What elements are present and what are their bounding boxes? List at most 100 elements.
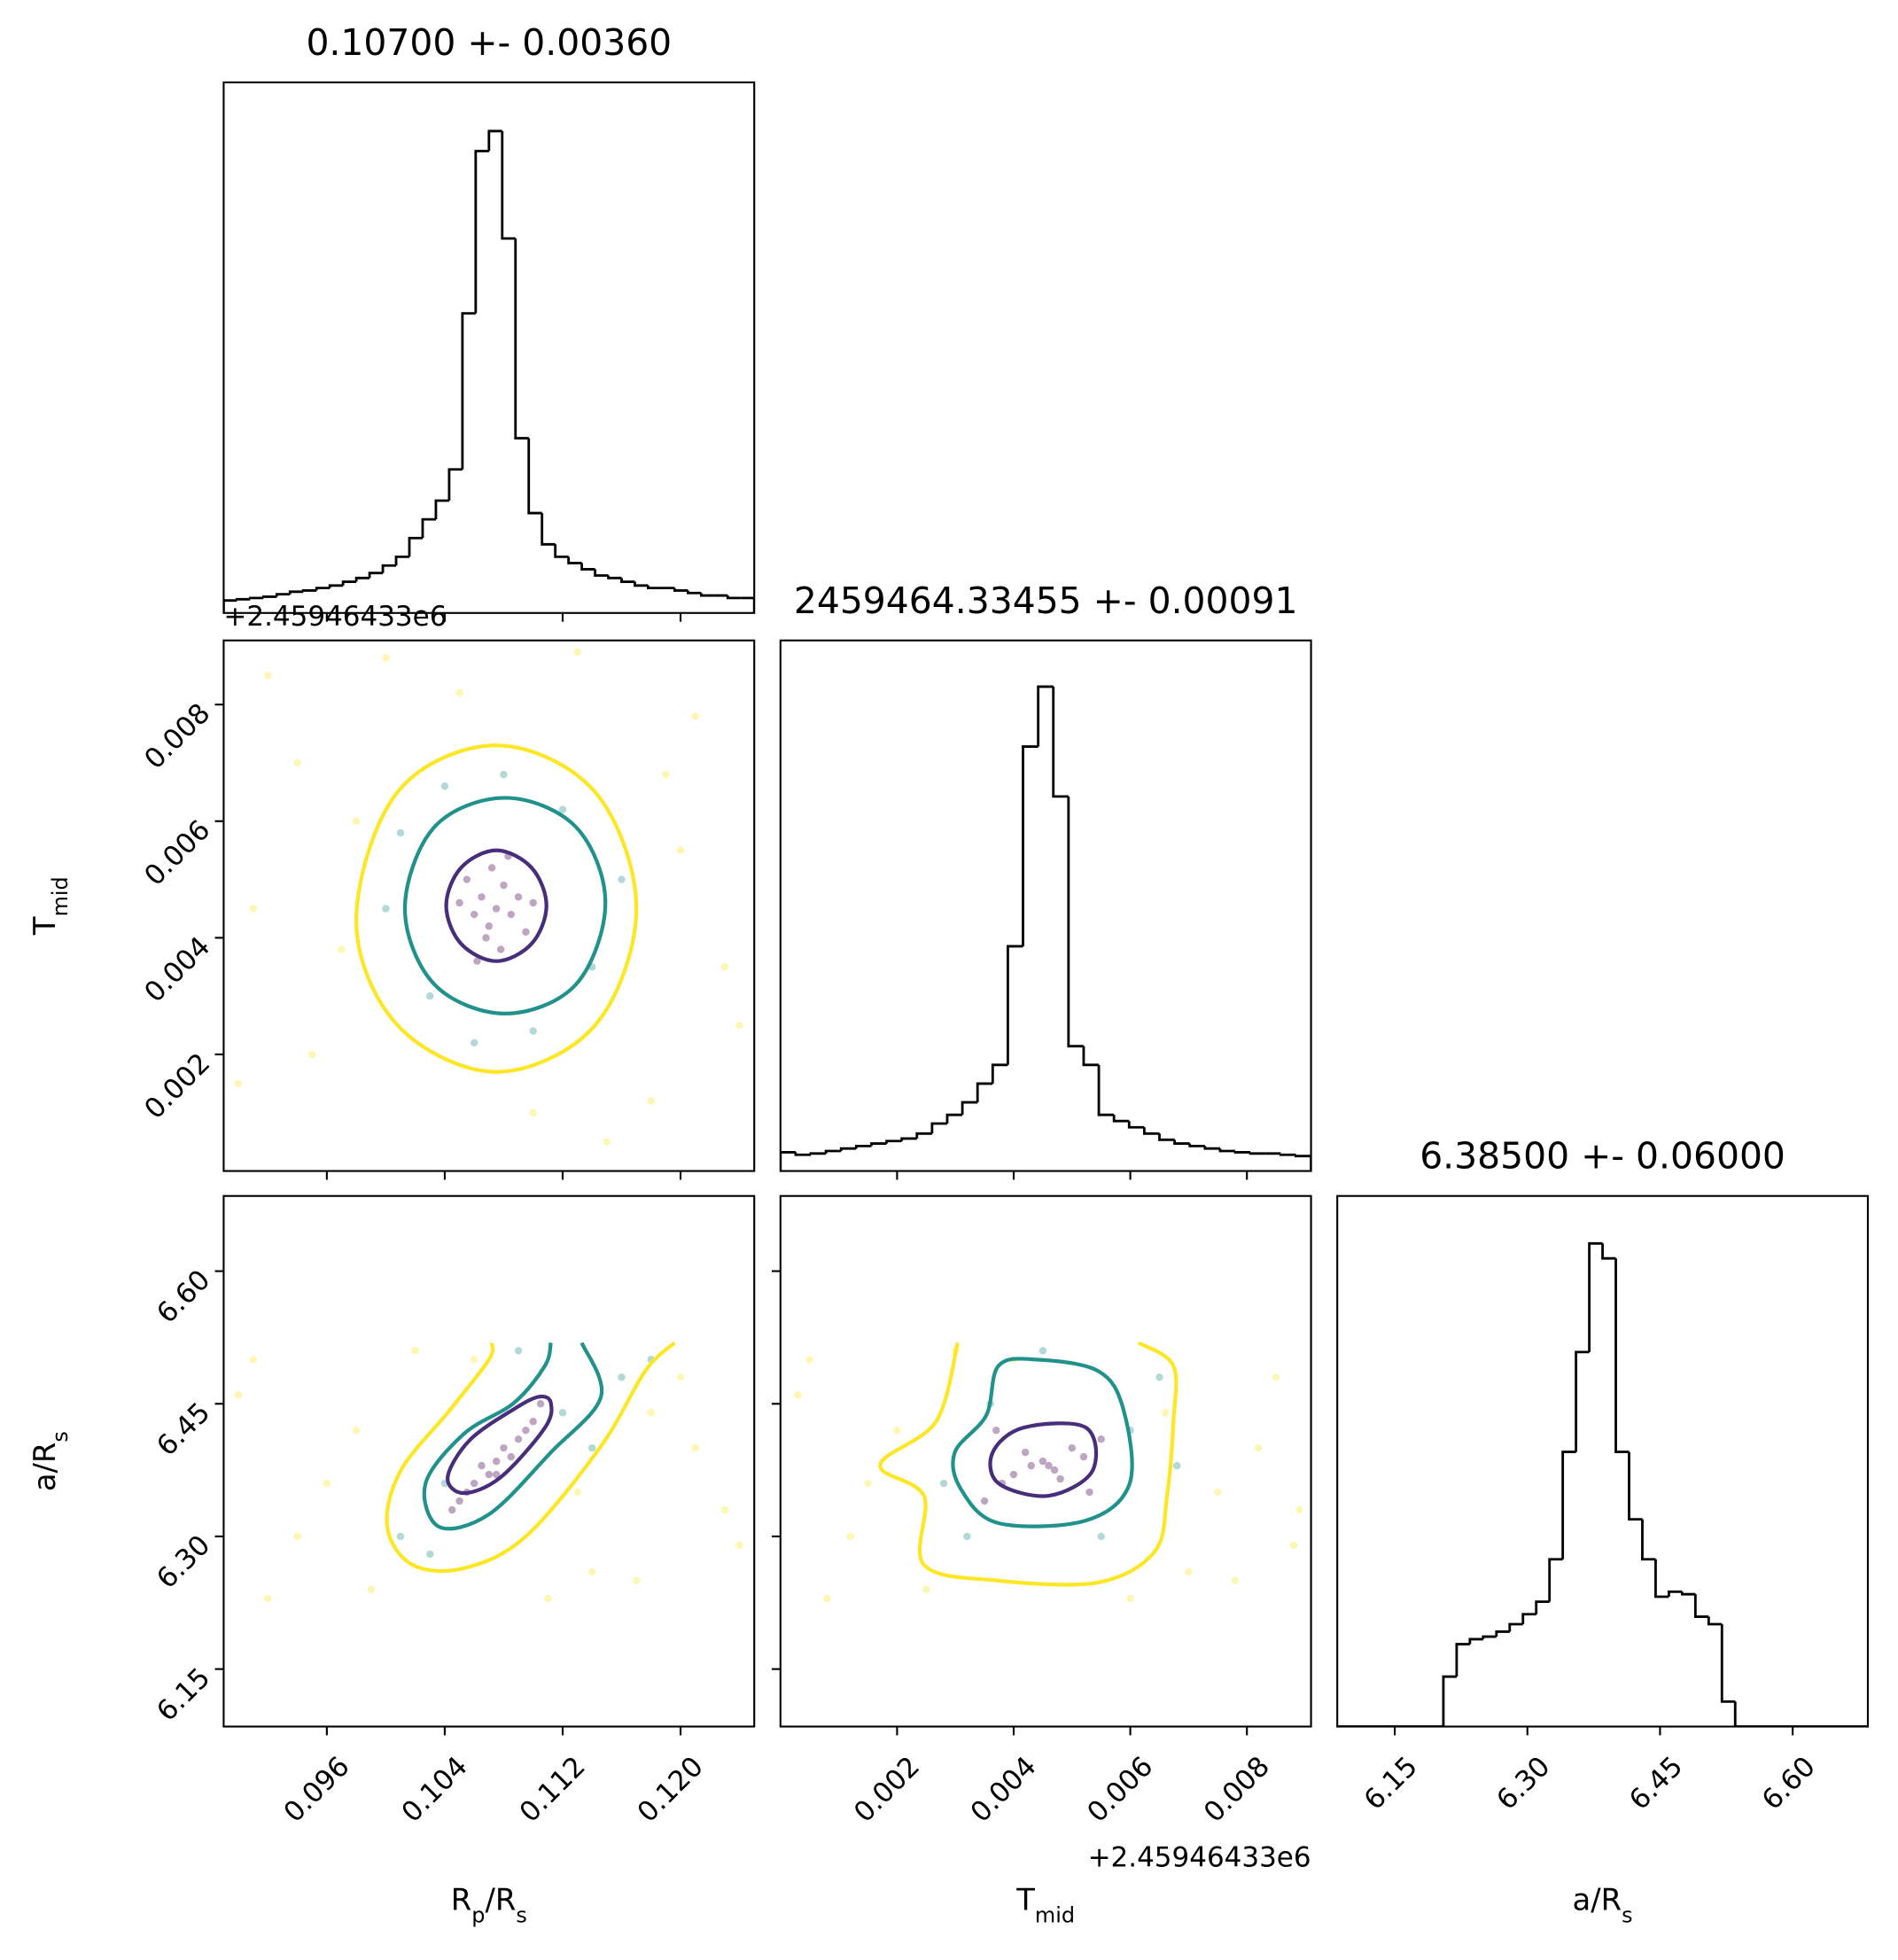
- axes-frame: [1336, 1194, 1870, 1728]
- scatter-point: [1231, 1576, 1240, 1585]
- histogram-bin: [447, 468, 463, 501]
- scatter-point: [618, 875, 626, 883]
- x-tick-label: 0.006: [1081, 1751, 1159, 1829]
- histogram-bin: [1601, 1243, 1616, 1260]
- scatter-point: [735, 1541, 743, 1550]
- y-tick-label: 6.45: [151, 1396, 216, 1462]
- histogram-bin: [1561, 1451, 1576, 1559]
- panel: 0.096 0.104 0.112 0.120 6.15 6.30 6.45 6.60: [151, 1194, 756, 1829]
- scatter-point: [1038, 1457, 1047, 1466]
- scatter-point: [396, 1532, 405, 1541]
- histogram-bin: [1707, 1616, 1723, 1626]
- histogram-bin: [1203, 1146, 1220, 1150]
- scatter-point: [846, 1532, 854, 1541]
- scatter-point: [522, 1426, 530, 1435]
- scatter-point: [603, 1138, 611, 1146]
- scatter-point: [980, 1497, 989, 1505]
- axis-label: Tmid: [1015, 1883, 1075, 1928]
- scatter-point: [492, 1470, 501, 1479]
- histogram-bin: [824, 1149, 842, 1154]
- label-part: a/R: [27, 1443, 62, 1492]
- scatter-point: [470, 1479, 478, 1488]
- scatter-point: [500, 1443, 508, 1452]
- scatter-point: [514, 1347, 523, 1355]
- scatter-point: [676, 846, 685, 854]
- contour: [951, 1357, 1134, 1528]
- scatter-point: [455, 898, 463, 907]
- scatter-point: [234, 1079, 243, 1088]
- label-part: s: [1622, 1903, 1632, 1928]
- scatter-point: [529, 898, 537, 907]
- label-part: s: [48, 1431, 73, 1442]
- axes-frame: [779, 1194, 1312, 1728]
- histogram-bin: [930, 1122, 947, 1134]
- scatter-point: [939, 1479, 948, 1488]
- contour: [385, 1341, 676, 1574]
- scatter-point: [544, 1594, 552, 1603]
- scatter-point: [455, 1497, 463, 1505]
- scatter-point: [529, 1418, 537, 1426]
- histogram-bin: [554, 544, 569, 558]
- panel: 6.15 6.30 6.45 6.60: [1336, 1194, 1870, 1816]
- histogram-bin: [915, 1132, 932, 1139]
- x-tick-label: 0.104: [396, 1751, 474, 1829]
- scatter-point: [1173, 1461, 1181, 1470]
- scatter-point: [426, 992, 434, 1000]
- scatter-point: [500, 770, 508, 779]
- scatter-point: [1079, 1452, 1088, 1461]
- scatter-point: [1056, 1474, 1064, 1483]
- label-part: a/R: [1573, 1883, 1622, 1917]
- scatter-point: [1009, 1470, 1018, 1479]
- contour: [988, 1421, 1099, 1498]
- scatter-point: [352, 817, 361, 825]
- histogram-bin: [1052, 686, 1069, 798]
- histogram-bin: [1548, 1558, 1563, 1602]
- scatter-point: [536, 1400, 545, 1408]
- y-tick-label: 6.60: [151, 1264, 216, 1329]
- histogram-bin: [839, 1147, 857, 1152]
- scatter-point: [720, 1505, 729, 1514]
- scatter-point: [293, 1532, 301, 1541]
- histogram-bin: [1097, 1064, 1115, 1116]
- scatter-point: [647, 1409, 656, 1417]
- scatter-point: [249, 905, 257, 913]
- x-tick-label: 0.112: [514, 1751, 592, 1829]
- axes-frame: [222, 1194, 756, 1728]
- scatter-point: [1097, 1435, 1105, 1443]
- y-tick-label: 0.002: [138, 1047, 216, 1125]
- histogram-bin: [885, 1139, 902, 1144]
- scatter-point: [1038, 1347, 1047, 1355]
- histogram-bin: [794, 1152, 812, 1156]
- label-part: T: [27, 916, 62, 936]
- scatter-point: [529, 1027, 537, 1035]
- scatter-point: [1255, 1443, 1263, 1452]
- scatter-point: [558, 1409, 567, 1417]
- scatter-point: [1214, 1488, 1222, 1497]
- contour: [354, 743, 639, 1074]
- scatter-point: [823, 1594, 831, 1603]
- axes-frame: [779, 639, 1312, 1172]
- scatter-point: [805, 1356, 813, 1364]
- histogram-bin: [368, 572, 384, 579]
- scatter-point: [492, 1457, 501, 1466]
- scatter-point: [794, 1391, 802, 1399]
- histogram-bin: [1022, 745, 1038, 946]
- histogram-bin: [501, 130, 516, 240]
- histogram-bin: [275, 593, 291, 597]
- scatter-point: [588, 1567, 596, 1576]
- scatter-point: [473, 957, 481, 965]
- x-tick-label: 6.30: [1490, 1751, 1556, 1816]
- scatter-point: [492, 905, 501, 913]
- histogram-bin: [809, 1152, 827, 1155]
- histogram-bin: [328, 584, 344, 588]
- scatter-point: [963, 1532, 971, 1541]
- histogram-bin: [1127, 1121, 1145, 1129]
- scatter-point: [522, 928, 530, 937]
- label-part: T: [1015, 1883, 1035, 1917]
- histogram-bin: [580, 563, 595, 571]
- scatter-point: [992, 1426, 1000, 1435]
- scatter-point: [470, 1038, 478, 1047]
- scatter-point: [496, 945, 505, 953]
- scatter-point: [323, 1479, 331, 1488]
- panel: 0.002 0.004 0.006 0.008 +2.45946433e6: [771, 1194, 1312, 1873]
